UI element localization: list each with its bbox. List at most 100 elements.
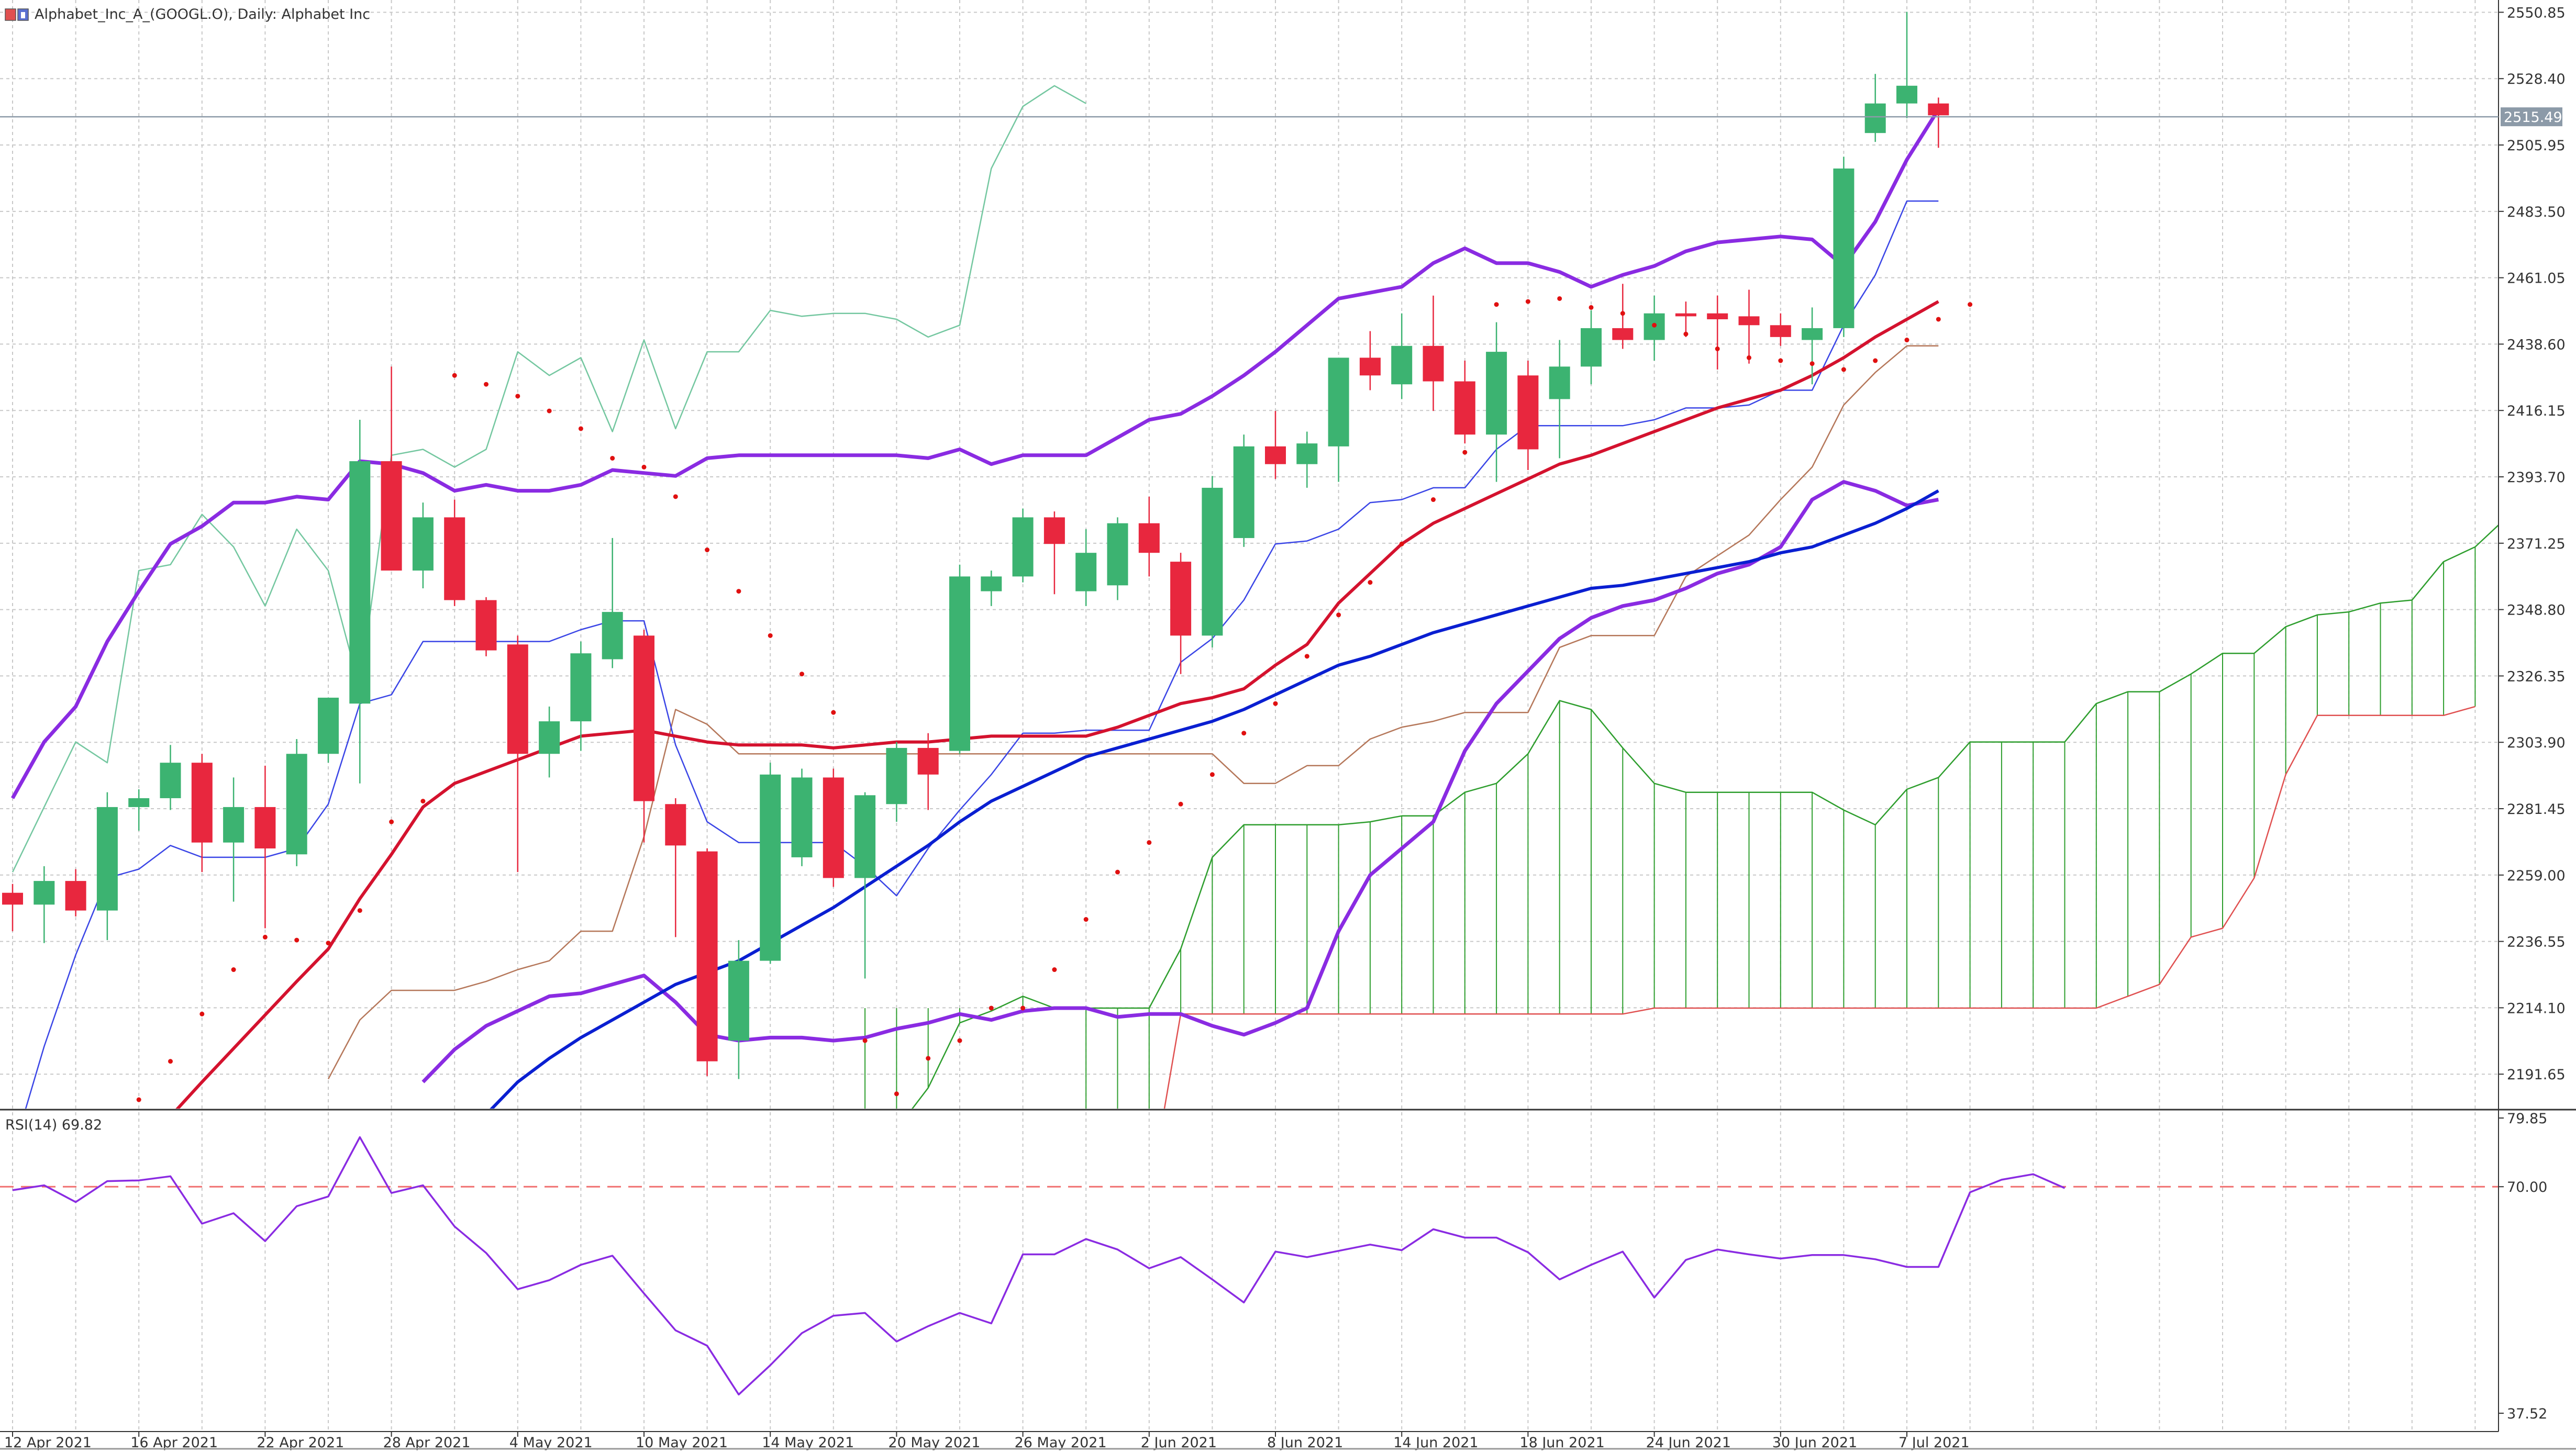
y-axis-label: 2236.55 xyxy=(2507,934,2566,951)
candle-body xyxy=(1359,357,1381,376)
candle-body xyxy=(1802,328,1823,340)
ichimoku-cloud xyxy=(864,524,2499,1109)
rsi-axis-label: 37.52 xyxy=(2507,1406,2547,1422)
candle-body xyxy=(1202,487,1223,636)
sar-dot xyxy=(484,382,488,387)
candle-body xyxy=(1328,357,1349,446)
candle-body xyxy=(34,881,55,905)
candle-body xyxy=(128,798,150,807)
candle-body xyxy=(570,653,592,722)
sar-dot xyxy=(831,710,836,715)
candle-body xyxy=(412,517,434,571)
candle-body xyxy=(1707,313,1728,319)
candle-body xyxy=(602,612,623,660)
candle-body xyxy=(1549,366,1570,399)
candle-body xyxy=(1581,328,1602,367)
bollinger-lower xyxy=(421,480,1939,1083)
moving-average-blue xyxy=(490,489,1939,1109)
sar-dot xyxy=(231,967,236,973)
y-axis-label: 2528.40 xyxy=(2507,71,2566,87)
sar-dot xyxy=(136,1097,141,1102)
candle-body xyxy=(823,777,844,878)
sar-dot xyxy=(1809,361,1815,366)
candle-body xyxy=(854,795,876,878)
candle-body xyxy=(1833,168,1855,328)
candle-body xyxy=(1864,103,1886,133)
rsi-axis-label: 79.85 xyxy=(2507,1111,2547,1127)
y-axis-label: 2505.95 xyxy=(2507,138,2566,154)
candle-body xyxy=(1423,345,1444,382)
candle-body xyxy=(2,892,23,905)
candle-body xyxy=(634,635,654,801)
candle-body xyxy=(539,721,560,754)
senkou-span-a xyxy=(911,524,2499,1109)
sar-dot xyxy=(1083,917,1089,922)
sar-dot xyxy=(1620,311,1625,316)
sar-dot xyxy=(326,941,331,946)
sar-dot xyxy=(768,633,773,638)
sar-dot xyxy=(1683,331,1689,337)
candle-body xyxy=(1233,446,1254,538)
y-axis-label: 2281.45 xyxy=(2507,801,2566,818)
rsi-title: RSI(14) 69.82 xyxy=(5,1117,102,1133)
candle-body xyxy=(65,881,86,911)
sar-dot xyxy=(578,426,583,431)
senkou-span-b xyxy=(1163,706,2475,1109)
y-axis-label: 2483.50 xyxy=(2507,204,2566,220)
y-axis-label: 2550.85 xyxy=(2507,5,2566,21)
candle-body xyxy=(254,807,276,848)
tenkan-sen xyxy=(25,200,1939,1109)
sar-dot xyxy=(1968,302,1973,307)
chart-type-icon xyxy=(5,8,16,21)
y-axis-label: 2303.90 xyxy=(2507,735,2566,751)
sar-dot xyxy=(1241,731,1247,736)
sar-dot xyxy=(1462,450,1468,455)
sar-dot xyxy=(547,408,552,413)
y-axis-label: 2214.10 xyxy=(2507,1000,2566,1016)
candle-body xyxy=(1675,313,1696,317)
candle-body xyxy=(1043,517,1065,544)
candle-body xyxy=(507,644,528,754)
sar-dot xyxy=(1747,355,1751,360)
candle-body xyxy=(191,763,213,843)
candle-body xyxy=(475,600,497,651)
sar-dot xyxy=(1936,317,1941,322)
sar-dot xyxy=(736,589,741,594)
candle-body xyxy=(1454,381,1475,435)
sar-dot xyxy=(1209,772,1215,777)
candle-body xyxy=(381,461,402,571)
bollinger-upper xyxy=(10,108,1940,799)
candle-body xyxy=(1517,375,1539,450)
sar-dot xyxy=(641,464,647,470)
indicator-lines xyxy=(10,85,1940,1109)
sar-dot xyxy=(705,547,710,553)
sar-dot xyxy=(1147,840,1152,845)
y-axis-label: 2326.35 xyxy=(2507,668,2566,685)
rsi-panel[interactable] xyxy=(0,1136,2499,1396)
candle-body xyxy=(1107,523,1128,586)
candle-body xyxy=(286,754,307,855)
sar-dot xyxy=(262,934,268,940)
sar-dot xyxy=(452,373,457,378)
candle-body xyxy=(1391,345,1413,385)
current-price-label: 2515.49 xyxy=(2504,109,2562,126)
sar-dot xyxy=(800,672,804,677)
candle-body xyxy=(223,807,245,843)
sar-dot xyxy=(1494,302,1499,307)
candle-body xyxy=(981,576,1002,591)
candle-body xyxy=(349,461,371,704)
sar-dot xyxy=(1336,612,1341,618)
sar-dot xyxy=(1904,338,1909,343)
sar-dot xyxy=(1652,322,1657,328)
sar-dot xyxy=(1841,367,1846,372)
candle-body xyxy=(1486,352,1507,435)
sar-dot xyxy=(1115,869,1120,875)
candle-body xyxy=(96,807,118,911)
y-axis-label: 2259.00 xyxy=(2507,868,2566,884)
candle-body xyxy=(444,517,465,600)
candle-body xyxy=(318,697,339,754)
